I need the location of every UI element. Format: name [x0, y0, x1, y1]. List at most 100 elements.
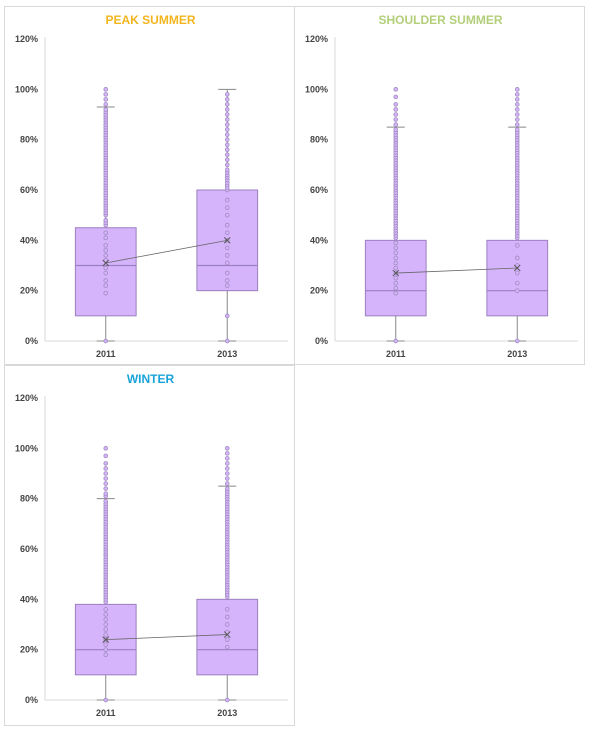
y-tick-label: 0% [315, 336, 328, 346]
outlier-point [224, 117, 230, 122]
outlier-point [103, 107, 109, 112]
x-category-label: 2013 [217, 349, 237, 359]
outlier-point [224, 132, 230, 137]
outlier-point [224, 283, 230, 288]
outlier-point [514, 112, 520, 117]
y-tick-label: 100% [15, 84, 38, 94]
outlier-point [393, 250, 399, 256]
outlier-point [224, 157, 230, 163]
outlier-point [103, 476, 109, 481]
outlier-point [103, 230, 109, 236]
outlier-point [514, 107, 520, 112]
x-category-label: 2011 [96, 708, 116, 718]
outlier-point [224, 167, 230, 173]
outlier-point [103, 612, 109, 617]
outlier-point [514, 288, 520, 293]
outlier-point [224, 107, 230, 112]
outlier-point [103, 87, 109, 92]
y-tick-label: 100% [15, 443, 38, 453]
outlier-point [393, 285, 399, 291]
outlier-point [514, 122, 520, 127]
outlier-point [224, 245, 230, 251]
outlier-point [514, 92, 520, 97]
outlier-point [393, 87, 399, 92]
chart-title: PEAK SUMMER [105, 13, 195, 27]
x-category-label: 2013 [507, 349, 527, 359]
x-category-label: 2011 [386, 349, 406, 359]
box-2011 [74, 227, 137, 317]
outlier-point [224, 637, 230, 642]
y-tick-label: 80% [20, 135, 38, 145]
y-tick-label: 120% [15, 34, 38, 44]
outlier-point [103, 642, 109, 647]
outlier-point [514, 117, 520, 122]
y-tick-label: 20% [20, 645, 38, 655]
outlier-point [103, 446, 109, 451]
box-2013 [196, 598, 259, 676]
outlier-point [224, 270, 230, 276]
chart-title: SHOULDER SUMMER [378, 13, 502, 27]
y-tick-label: 60% [310, 185, 328, 195]
outlier-point [103, 607, 109, 612]
chart-svg-winter: WINTER 0% 20% 40% 60% 80% 100% 120% 2011 2013 [15, 372, 288, 718]
y-tick-label: 0% [25, 695, 38, 705]
outlier-point [103, 270, 109, 276]
outlier-point [103, 481, 109, 486]
mean-line [105, 239, 228, 264]
outlier-point [103, 217, 109, 223]
y-tick-label: 40% [310, 235, 328, 245]
outlier-point [224, 466, 230, 471]
outlier-point [224, 253, 230, 258]
outlier-point [103, 466, 109, 471]
y-tick-label: 40% [20, 594, 38, 604]
outlier-point [224, 607, 230, 612]
x-category-label: 2011 [96, 349, 116, 359]
outlier-point [224, 212, 230, 218]
chart-svg-peak-summer: PEAK SUMMER 0% 20% 40% 60% 80% 100% 120% 2011 201… [15, 13, 288, 359]
outlier-point [514, 87, 520, 92]
y-tick-label: 80% [20, 494, 38, 504]
outlier-point [393, 265, 399, 271]
mean-line [395, 267, 518, 274]
outlier-point [224, 471, 230, 476]
outlier-point [103, 498, 109, 504]
outlier-point [224, 622, 230, 627]
box-2013 [486, 239, 549, 317]
outlier-point [393, 280, 399, 286]
outlier-point [103, 243, 109, 248]
outlier-point [224, 614, 230, 620]
y-tick-label: 20% [310, 286, 328, 296]
outlier-point [224, 97, 230, 102]
outlier-point [393, 122, 399, 127]
outlier-point [393, 275, 399, 281]
chart-panel-peak-summer: PEAK SUMMER 0% 20% 40% 60% 80% 100% 120% 2011 201… [4, 6, 295, 365]
outlier-point [224, 102, 230, 107]
outlier-point [103, 97, 109, 102]
outlier-point [393, 127, 399, 132]
outlier-point [103, 278, 109, 283]
mean-marker [223, 631, 231, 638]
chart-panel-winter: WINTER 0% 20% 40% 60% 80% 100% 120% 2011 2013 [4, 365, 295, 726]
mean-marker [513, 264, 521, 272]
outlier-point [224, 152, 230, 158]
outlier-point [393, 107, 399, 112]
outlier-point [224, 112, 230, 117]
outlier-point [393, 255, 399, 261]
mean-marker [102, 259, 110, 267]
outlier-point [103, 617, 109, 622]
min-point [224, 338, 230, 344]
outlier-point [224, 127, 230, 132]
y-tick-label: 60% [20, 544, 38, 554]
y-tick-label: 20% [20, 286, 38, 296]
outlier-point [224, 92, 230, 97]
mean-marker [223, 236, 231, 244]
outlier-point [514, 127, 520, 132]
outlier-point [224, 260, 230, 266]
min-point [514, 338, 520, 344]
outlier-point [103, 491, 109, 496]
mean-marker [102, 636, 110, 643]
outlier-point [224, 446, 230, 451]
outlier-point [103, 627, 109, 632]
chart-panel-shoulder-summer: SHOULDER SUMMER 0% 20% 40% 60% 80% 100% 120% 201… [294, 6, 585, 365]
x-category-label: 2013 [217, 708, 237, 718]
